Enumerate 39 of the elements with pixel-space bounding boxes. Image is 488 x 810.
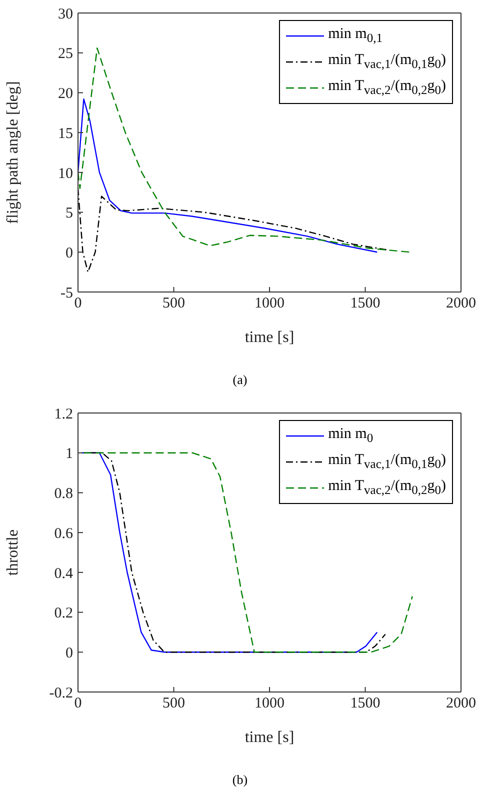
y-tick-label: 1 <box>66 446 73 462</box>
text: (b) <box>231 772 249 788</box>
x-tick-label: 500 <box>162 696 185 712</box>
y-tick-label: 10 <box>58 166 73 182</box>
legend-label: min T$_{vac,1}$/(m$_{0,1}$g$_{0}$) <box>328 452 446 472</box>
line-series <box>78 188 387 273</box>
y-tick-label: -0.2 <box>49 685 73 702</box>
y-tick-label: 5 <box>66 206 73 222</box>
line-series <box>78 47 411 253</box>
y-tick-label: 0.8 <box>54 486 73 502</box>
x-tick-label: 500 <box>162 296 185 312</box>
x-axis-title: time [s] <box>244 729 294 746</box>
x-tick-label: 2000 <box>446 296 476 312</box>
y-axis-title: flight path angle [deg] <box>4 81 22 224</box>
y-tick-label: 15 <box>58 126 73 142</box>
y-tick-label: 1.2 <box>54 406 73 422</box>
text: (a) <box>232 372 248 388</box>
y-tick-label: 0 <box>66 645 73 662</box>
legend-label: min T$_{vac,2}$/(m$_{0,2}$g$_{0}$) <box>328 78 446 98</box>
x-tick-label: 2000 <box>446 696 476 712</box>
x-tick-label: 1000 <box>254 296 284 312</box>
legend-label: min m$_{0,1}$ <box>328 26 382 46</box>
y-tick-label: 0.2 <box>54 606 73 622</box>
y-axis-title: throttle <box>4 529 22 576</box>
x-tick-label: 1000 <box>254 696 284 712</box>
legend-label: min T$_{vac,1}$/(m$_{0,1}$g$_{0}$) <box>328 52 446 72</box>
x-tick-label: 1500 <box>350 696 380 712</box>
y-tick-label: 0.4 <box>54 566 74 582</box>
y-tick-label: 0.6 <box>54 526 74 542</box>
y-tick-label: 25 <box>58 46 73 62</box>
line-series <box>78 98 378 253</box>
y-tick-label: 20 <box>58 86 73 102</box>
y-tick-label: 0 <box>66 245 73 262</box>
x-axis-title: time [s] <box>244 329 294 346</box>
legend-label: min m$_{0}$ <box>328 426 374 446</box>
y-tick-label: 30 <box>58 6 73 22</box>
y-tick-label: -5 <box>60 285 73 302</box>
legend-label: min T$_{vac,2}$/(m$_{0,2}$g$_{0}$) <box>328 478 446 498</box>
x-tick-label: 1500 <box>350 296 380 312</box>
